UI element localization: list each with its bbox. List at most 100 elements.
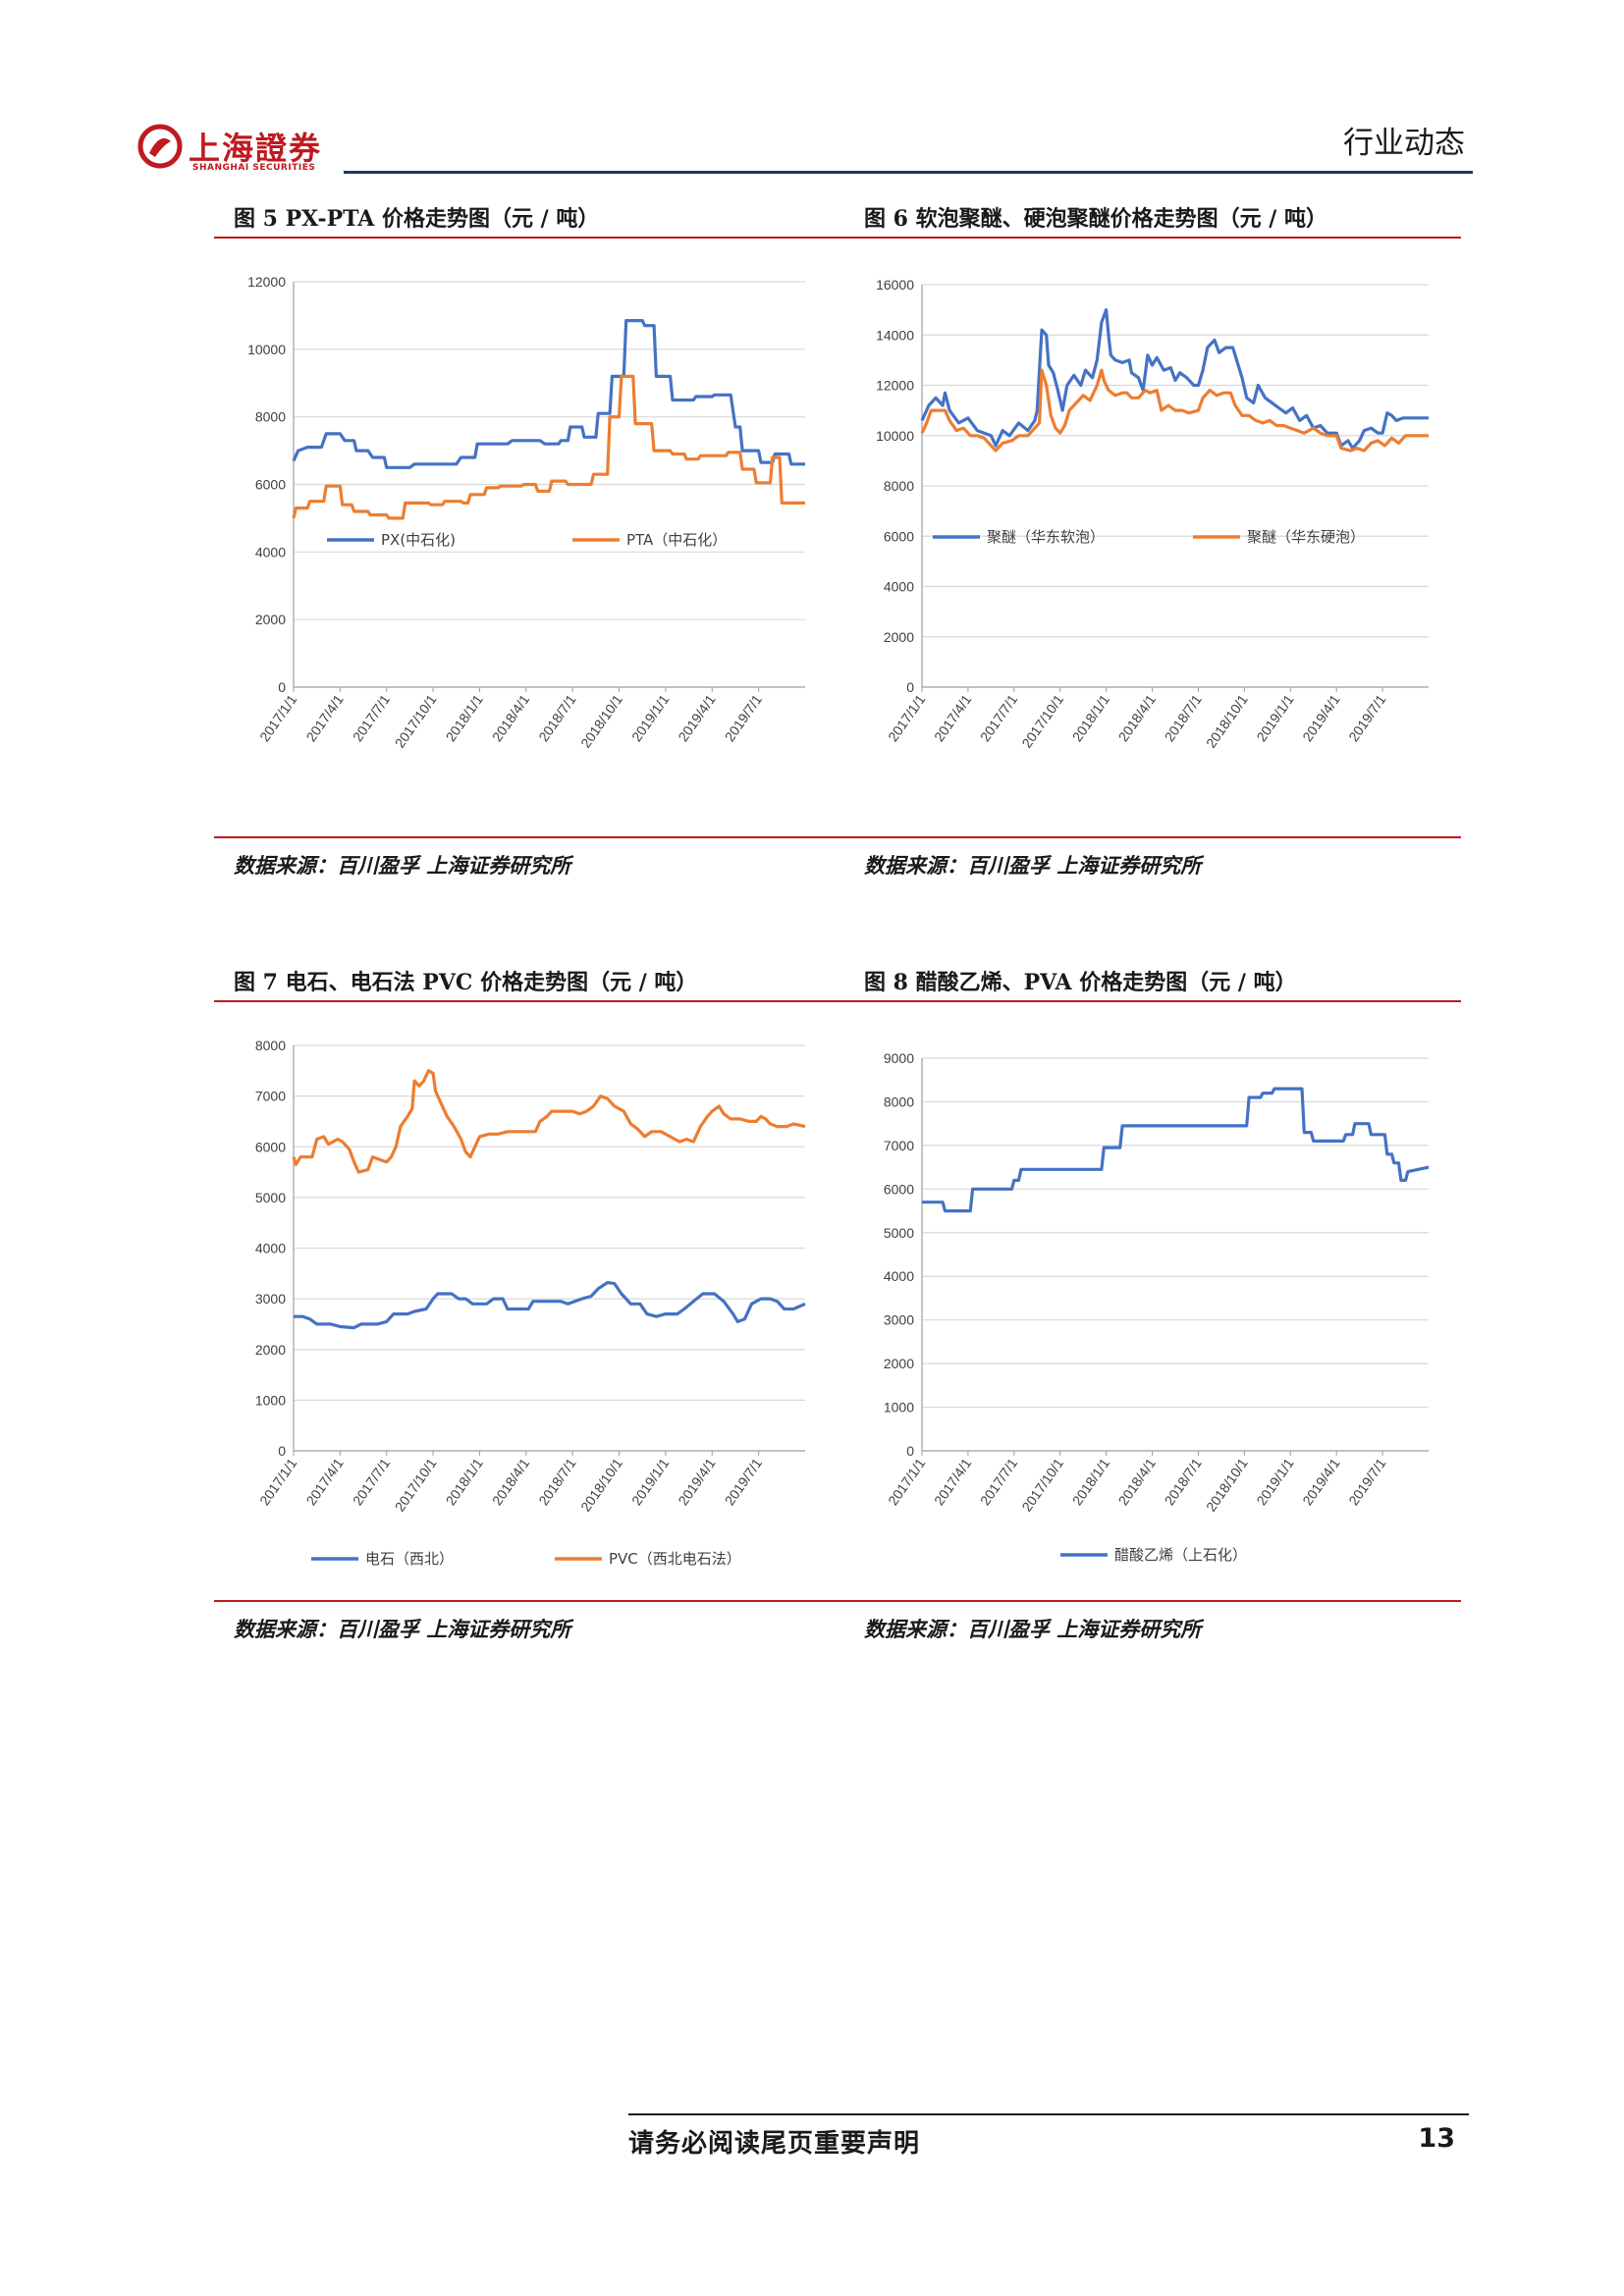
y-tick-label: 9000 — [884, 1050, 914, 1066]
x-tick-label: 2017/4/1 — [931, 691, 974, 744]
x-tick-label: 2019/7/1 — [722, 691, 765, 744]
footer-notice: 请务必阅读尾页重要声明 — [628, 2129, 921, 2159]
y-tick-label: 6000 — [255, 477, 286, 493]
x-tick-label: 2018/10/1 — [577, 1455, 625, 1514]
logo-text: 上海證券 — [189, 130, 323, 167]
y-tick-label: 0 — [906, 1443, 914, 1459]
x-tick-label: 2019/7/1 — [722, 1455, 765, 1508]
x-tick-label: 2019/4/1 — [675, 1455, 718, 1508]
x-tick-label: 2018/1/1 — [443, 691, 486, 744]
y-tick-label: 8000 — [255, 1038, 286, 1053]
legend-label: PX(中石化) — [381, 531, 456, 549]
figure-6-title: 图 6 软泡聚醚、硬泡聚醚价格走势图（元 / 吨） — [864, 206, 1327, 232]
x-tick-label: 2017/4/1 — [931, 1455, 974, 1508]
x-tick-label: 2018/10/1 — [577, 691, 625, 750]
figure-6-source: 数据来源：百川盈孚 上海证券研究所 — [864, 853, 1202, 878]
x-tick-label: 2019/7/1 — [1345, 691, 1388, 744]
carbide-pvc-price-chart: 0 1000 2000 3000 4000 5000 6000 7000 8000 2017/1/… — [255, 1038, 806, 1568]
x-tick-label: 2018/7/1 — [535, 691, 578, 744]
y-tick-label: 5000 — [255, 1190, 286, 1205]
x-tick-label: 2019/7/1 — [1345, 1455, 1388, 1508]
figure-7-title: 图 7 电石、电石法 PVC 价格走势图（元 / 吨） — [234, 970, 698, 995]
x-tick-label: 2017/10/1 — [392, 1455, 440, 1514]
series-line-0 — [922, 1087, 1430, 1213]
x-tick-label: 2018/1/1 — [443, 1455, 486, 1508]
y-tick-label: 4000 — [884, 1268, 914, 1284]
y-tick-label: 1000 — [255, 1392, 286, 1408]
y-tick-label: 6000 — [884, 528, 914, 544]
x-tick-label: 2017/10/1 — [1018, 1455, 1066, 1514]
legend-label: PTA（中石化） — [626, 531, 727, 549]
y-tick-label: 2000 — [884, 629, 914, 645]
x-tick-label: 2019/4/1 — [1299, 691, 1342, 744]
figure-row1-bottom-rule — [214, 836, 1461, 838]
y-tick-label: 3000 — [884, 1312, 914, 1328]
figure-8-title: 图 8 醋酸乙烯、PVA 价格走势图（元 / 吨） — [864, 970, 1297, 995]
x-tick-label: 2018/10/1 — [1203, 691, 1251, 750]
y-tick-label: 12000 — [247, 274, 286, 290]
x-tick-label: 2017/7/1 — [350, 1455, 393, 1508]
y-tick-label: 0 — [278, 679, 286, 695]
x-tick-label: 2018/4/1 — [489, 691, 532, 744]
x-tick-label: 2019/1/1 — [1253, 1455, 1296, 1508]
x-tick-label: 2017/4/1 — [302, 691, 346, 744]
x-tick-label: 2017/1/1 — [256, 691, 299, 744]
figure-5-source: 数据来源：百川盈孚 上海证券研究所 — [234, 853, 571, 878]
y-tick-label: 8000 — [884, 1094, 914, 1109]
y-tick-label: 6000 — [884, 1181, 914, 1197]
figure-8-source: 数据来源：百川盈孚 上海证券研究所 — [864, 1617, 1202, 1641]
x-tick-label: 2017/1/1 — [256, 1455, 299, 1508]
y-tick-label: 12000 — [876, 378, 914, 394]
y-tick-label: 0 — [906, 679, 914, 695]
series-line-1 — [920, 368, 1429, 453]
y-tick-label: 2000 — [255, 1342, 286, 1358]
x-tick-label: 2017/7/1 — [977, 1455, 1020, 1508]
logo-emblem-icon — [137, 124, 183, 169]
x-tick-label: 2018/1/1 — [1069, 1455, 1112, 1508]
figure-row2-bottom-rule — [214, 1600, 1461, 1602]
x-tick-label: 2019/1/1 — [628, 691, 672, 744]
footer-divider — [628, 2113, 1469, 2115]
x-tick-label: 2018/7/1 — [1162, 1455, 1205, 1508]
x-tick-label: 2018/1/1 — [1069, 691, 1112, 744]
x-tick-label: 2017/7/1 — [350, 691, 393, 744]
y-tick-label: 2000 — [255, 612, 286, 627]
company-logo: 上海證券 SHANGHAI SECURITIES — [137, 120, 334, 179]
x-tick-label: 2018/7/1 — [535, 1455, 578, 1508]
y-tick-label: 14000 — [876, 327, 914, 343]
figure-5-title: 图 5 PX-PTA 价格走势图（元 / 吨） — [234, 206, 600, 232]
y-tick-label: 6000 — [255, 1139, 286, 1154]
x-tick-label: 2017/1/1 — [885, 691, 928, 744]
y-tick-label: 10000 — [876, 428, 914, 444]
legend-label: 电石（西北） — [365, 1550, 454, 1568]
x-tick-label: 2018/10/1 — [1203, 1455, 1251, 1514]
y-tick-label: 0 — [278, 1443, 286, 1459]
legend-label: PVC（西北电石法） — [609, 1550, 741, 1568]
logo-subtext: SHANGHAI SECURITIES — [192, 163, 316, 173]
x-tick-label: 2017/10/1 — [392, 691, 440, 750]
series-line-1 — [292, 374, 805, 520]
y-tick-label: 7000 — [884, 1138, 914, 1153]
polyether-price-chart: 0 2000 4000 6000 8000 10000 12000 14000 16000 201… — [876, 277, 1429, 751]
y-tick-label: 8000 — [255, 409, 286, 425]
header-divider — [344, 171, 1473, 174]
vinyl-acetate-price-chart: 0 1000 2000 3000 4000 5000 6000 7000 8000 9000 201… — [884, 1050, 1430, 1564]
x-tick-label: 2017/4/1 — [302, 1455, 346, 1508]
figure-7-source: 数据来源：百川盈孚 上海证券研究所 — [234, 1617, 571, 1641]
y-tick-label: 5000 — [884, 1225, 914, 1241]
x-tick-label: 2019/1/1 — [628, 1455, 672, 1508]
y-tick-label: 7000 — [255, 1089, 286, 1104]
x-tick-label: 2017/7/1 — [977, 691, 1020, 744]
x-tick-label: 2019/4/1 — [675, 691, 718, 744]
section-title: 行业动态 — [1343, 126, 1465, 161]
series-line-1 — [292, 1069, 806, 1174]
y-tick-label: 10000 — [247, 342, 286, 357]
y-tick-label: 1000 — [884, 1400, 914, 1415]
x-tick-label: 2017/1/1 — [885, 1455, 928, 1508]
x-tick-label: 2019/4/1 — [1299, 1455, 1342, 1508]
x-tick-label: 2018/4/1 — [1115, 1455, 1159, 1508]
x-tick-label: 2017/10/1 — [1018, 691, 1066, 750]
x-tick-label: 2019/1/1 — [1253, 691, 1296, 744]
y-tick-label: 4000 — [255, 544, 286, 560]
series-line-0 — [920, 307, 1429, 451]
